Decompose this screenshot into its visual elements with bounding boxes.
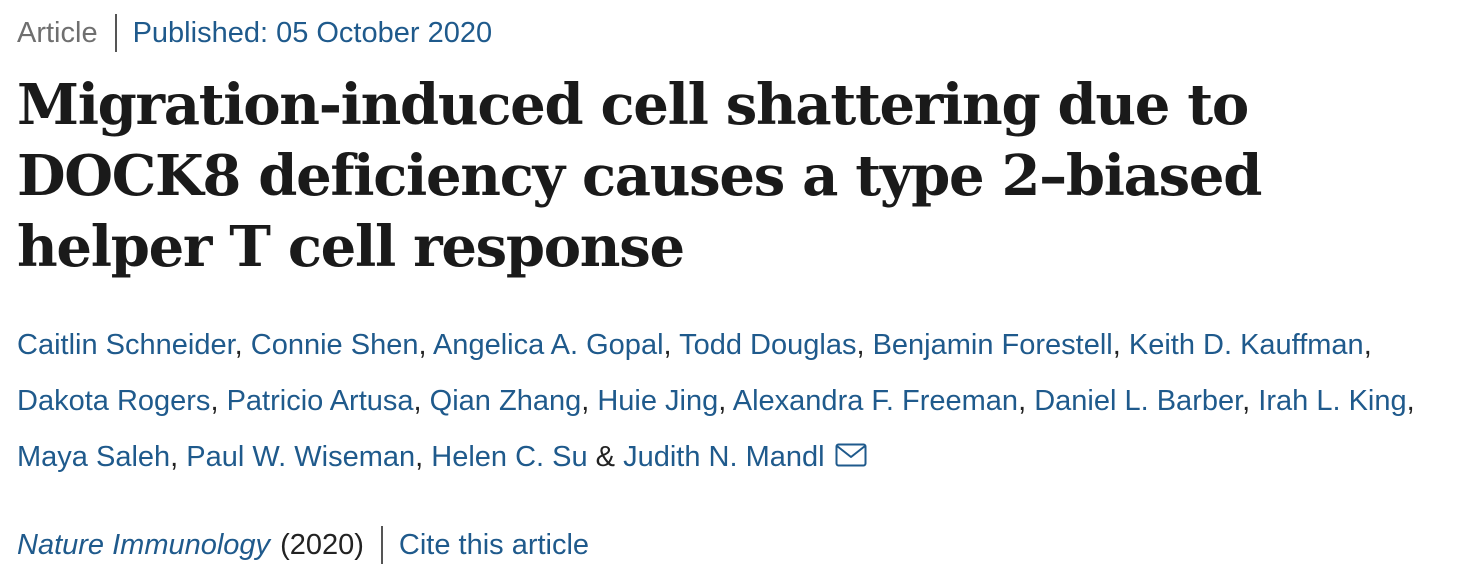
corresponding-author-link[interactable]: Judith N. Mandl: [623, 441, 825, 473]
author-link[interactable]: Caitlin Schneider: [17, 329, 235, 361]
journal-link[interactable]: Nature Immunology: [17, 528, 271, 561]
publication-year: (2020): [280, 528, 364, 561]
mail-icon[interactable]: [835, 430, 867, 486]
author-list: Caitlin Schneider, Connie Shen, Angelica…: [17, 317, 1467, 486]
author-link[interactable]: Todd Douglas: [679, 329, 857, 361]
author-link[interactable]: Connie Shen: [250, 329, 419, 361]
author-separator: ,: [1406, 385, 1415, 417]
author-link[interactable]: Benjamin Forestell: [872, 329, 1113, 361]
author-separator: ,: [1112, 329, 1129, 361]
author-separator: ,: [415, 441, 432, 473]
author-separator: ,: [413, 385, 430, 417]
article-type: Article: [17, 16, 98, 49]
author-link[interactable]: Angelica A. Gopal: [432, 329, 664, 361]
author-separator: ,: [581, 385, 598, 417]
published-date: Published: 05 October 2020: [132, 16, 493, 49]
meta-divider: [114, 14, 117, 52]
author-separator: ,: [663, 329, 680, 361]
author-link[interactable]: Patricio Artusa: [226, 385, 414, 417]
author-separator: ,: [718, 385, 733, 417]
author-separator: ,: [170, 441, 187, 473]
author-separator: ,: [856, 329, 873, 361]
author-link[interactable]: Paul W. Wiseman: [186, 441, 416, 473]
author-separator: ,: [210, 385, 227, 417]
author-ampersand: &: [587, 441, 624, 473]
author-link[interactable]: Daniel L. Barber: [1034, 385, 1243, 417]
article-meta: Article Published: 05 October 2020: [17, 14, 492, 52]
author-link[interactable]: Dakota Rogers: [17, 385, 211, 417]
author-separator: ,: [1242, 385, 1259, 417]
citation-meta: Nature Immunology (2020) Cite this artic…: [17, 526, 589, 564]
author-separator: ,: [418, 329, 433, 361]
meta-divider: [380, 526, 383, 564]
author-separator: ,: [1018, 385, 1035, 417]
author-link[interactable]: Huie Jing: [597, 385, 719, 417]
author-link[interactable]: Maya Saleh: [17, 441, 171, 473]
author-link[interactable]: Irah L. King: [1258, 385, 1407, 417]
article-title: Migration-induced cell shattering due to…: [17, 72, 1262, 280]
author-link[interactable]: Qian Zhang: [429, 385, 582, 417]
author-separator: ,: [234, 329, 251, 361]
author-link[interactable]: Keith D. Kauffman: [1128, 329, 1364, 361]
author-link[interactable]: Helen C. Su: [431, 441, 588, 473]
cite-article-link[interactable]: Cite this article: [398, 528, 590, 561]
author-link[interactable]: Alexandra F. Freeman: [732, 385, 1019, 417]
author-separator: ,: [1363, 329, 1372, 361]
